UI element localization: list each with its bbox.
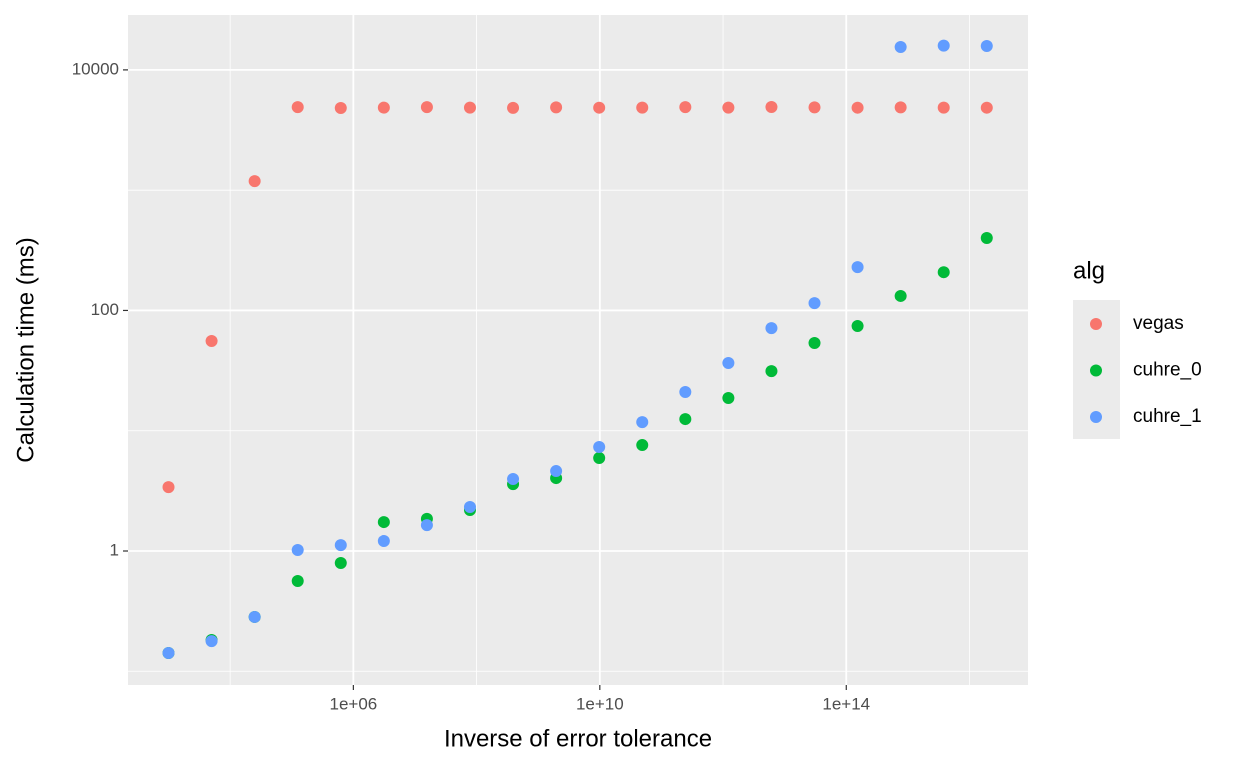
point xyxy=(679,385,692,398)
point xyxy=(593,452,606,465)
point xyxy=(507,472,520,485)
point xyxy=(162,646,175,659)
point xyxy=(808,297,821,310)
point xyxy=(420,519,433,532)
x-tick-label: 1e+14 xyxy=(822,694,870,713)
point xyxy=(808,101,821,114)
point xyxy=(636,416,649,429)
legend-label: cuhre_0 xyxy=(1133,360,1202,381)
point xyxy=(980,232,993,245)
point xyxy=(205,335,218,348)
point xyxy=(765,322,778,335)
point xyxy=(894,101,907,114)
point xyxy=(980,101,993,114)
point xyxy=(765,101,778,114)
point xyxy=(851,101,864,114)
legend-key xyxy=(1090,364,1102,377)
point xyxy=(636,439,649,452)
point xyxy=(808,337,821,350)
point xyxy=(248,610,261,623)
point xyxy=(722,101,735,114)
point xyxy=(722,356,735,369)
point xyxy=(980,39,993,52)
point xyxy=(550,101,563,114)
point xyxy=(937,266,950,279)
point xyxy=(291,543,304,556)
point xyxy=(377,516,390,529)
point xyxy=(162,481,175,494)
point xyxy=(248,175,261,188)
legend-title: alg xyxy=(1073,257,1105,284)
y-tick-label: 100 xyxy=(91,300,119,319)
legend-label: vegas xyxy=(1133,313,1184,334)
y-axis-title: Calculation time (ms) xyxy=(12,237,39,462)
point xyxy=(507,101,520,114)
point xyxy=(851,320,864,333)
point xyxy=(291,575,304,588)
x-tick-label: 1e+06 xyxy=(329,694,377,713)
legend-label: cuhre_1 xyxy=(1133,406,1202,427)
point xyxy=(593,101,606,114)
point xyxy=(463,501,476,514)
point xyxy=(851,261,864,274)
point xyxy=(937,101,950,114)
panel xyxy=(128,15,1028,685)
x-axis-title: Inverse of error tolerance xyxy=(444,725,712,752)
point xyxy=(334,539,347,552)
point xyxy=(420,101,433,114)
point xyxy=(894,289,907,302)
point xyxy=(679,413,692,426)
point xyxy=(636,101,649,114)
point xyxy=(377,535,390,548)
point xyxy=(679,101,692,114)
point xyxy=(291,101,304,114)
point xyxy=(765,365,778,378)
legend-key xyxy=(1090,411,1102,423)
legend-key xyxy=(1090,318,1102,330)
point xyxy=(550,465,563,478)
point xyxy=(894,40,907,53)
point xyxy=(937,39,950,52)
point xyxy=(334,102,347,115)
y-tick-label: 1 xyxy=(110,540,119,559)
point xyxy=(334,556,347,569)
y-tick-label: 10000 xyxy=(72,59,119,78)
point xyxy=(722,392,735,405)
point xyxy=(205,635,218,648)
point xyxy=(463,101,476,114)
x-tick-label: 1e+10 xyxy=(576,694,624,713)
point xyxy=(377,101,390,114)
point xyxy=(593,440,606,453)
